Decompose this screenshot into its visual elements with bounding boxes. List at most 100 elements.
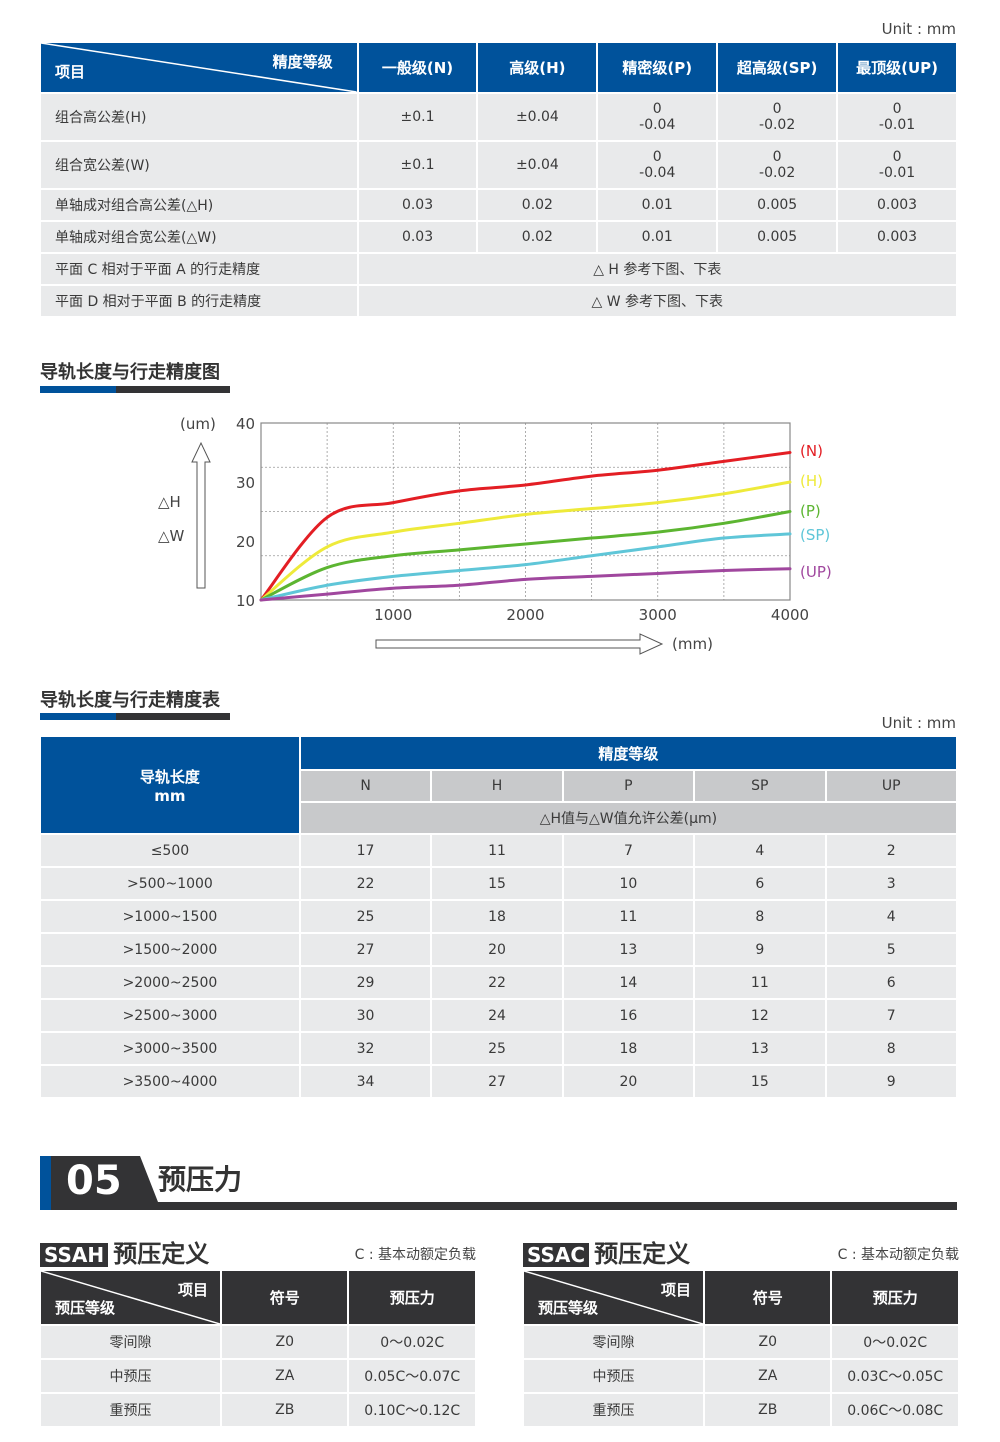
preload-section-header: 05 预压力 xyxy=(40,1156,957,1210)
tolerance-cell: 5 xyxy=(826,934,956,965)
symbol-header: 符号 xyxy=(222,1271,348,1324)
upper-tolerance: 0 xyxy=(652,149,662,165)
y-tick-label: 30 xyxy=(236,474,255,492)
legend-label: (N) xyxy=(800,442,823,460)
tolerance-cell: 15 xyxy=(432,868,562,899)
table-section-title: 导轨长度与行走精度表 xyxy=(40,690,220,711)
table-row: ≤500 17 11 7 4 2 xyxy=(41,835,956,866)
cell-value: 0 -0.02 xyxy=(718,94,837,140)
chart-legend: (N) (H) (P) (SP) (UP) xyxy=(800,442,832,581)
section-number: 05 xyxy=(66,1158,122,1204)
merged-cell: △ W 参考下图、下表 xyxy=(358,286,956,316)
preload-corner-header: 项目 预压等级 xyxy=(41,1271,221,1324)
tolerance-cell: 29 xyxy=(300,967,431,998)
table-row: >2000~2500 29 22 14 11 6 xyxy=(41,967,956,998)
c-note: C : 基本动额定负载 xyxy=(837,1247,959,1263)
symbol-cell: Z0 xyxy=(705,1326,831,1358)
cell-value: 0 -0.01 xyxy=(838,142,956,188)
row-label: 单轴成对组合宽公差(△W) xyxy=(41,222,357,252)
symbol-cell: ZA xyxy=(222,1360,348,1392)
cell-value: 0.02 xyxy=(478,222,597,252)
preload-definition-title: 预压定义 xyxy=(113,1240,210,1268)
symbol-cell: Z0 xyxy=(222,1326,348,1358)
section-underline xyxy=(40,713,230,720)
row-label: 平面 C 相对于平面 A 的行走精度 xyxy=(41,254,357,284)
table-row: >3000~3500 32 25 18 13 8 xyxy=(41,1033,956,1064)
row-label: 单轴成对组合高公差(△H) xyxy=(41,190,357,220)
cell-value: 0.003 xyxy=(838,190,956,220)
rail-length-header: 导轨长度 mm xyxy=(41,737,299,833)
upper-tolerance: 0 xyxy=(892,149,902,165)
lower-tolerance: -0.01 xyxy=(878,165,916,181)
lower-tolerance: -0.04 xyxy=(639,117,676,133)
upper-tolerance: 0 xyxy=(772,149,782,165)
rail-length-cell: ≤500 xyxy=(41,835,299,866)
delta-h-label: △H xyxy=(158,493,181,511)
table-row: >500~1000 22 15 10 6 3 xyxy=(41,868,956,899)
corner-grade-label: 精度等级 xyxy=(272,53,333,71)
grade-cell: 重预压 xyxy=(524,1394,704,1426)
tolerance-cell: 4 xyxy=(826,901,956,932)
cell-value: 0.03 xyxy=(358,222,477,252)
tolerance-cell: 15 xyxy=(695,1066,825,1097)
col-header-sp: 超高级(SP) xyxy=(718,43,837,92)
upper-tolerance: 0 xyxy=(652,101,662,117)
cell-value: 0 -0.01 xyxy=(838,94,956,140)
tolerance-cell: 25 xyxy=(300,901,431,932)
table-row: 零间隙 Z0 0～0.02C xyxy=(41,1326,475,1358)
chart-series xyxy=(259,451,792,602)
tolerance-cell: 12 xyxy=(695,1000,825,1031)
tolerance-cell: 18 xyxy=(563,1033,694,1064)
rail-length-unit: mm xyxy=(154,786,186,805)
grade-up: UP xyxy=(826,771,956,801)
lower-tolerance: -0.02 xyxy=(759,165,796,181)
table-row: 平面 D 相对于平面 B 的行走精度 △ W 参考下图、下表 xyxy=(41,286,956,316)
tolerance-cell: 17 xyxy=(300,835,431,866)
tolerance-cell: 13 xyxy=(563,934,694,965)
upper-tolerance: 0 xyxy=(772,101,782,117)
symbol-cell: ZB xyxy=(705,1394,831,1426)
grade-cell: 重预压 xyxy=(41,1394,221,1426)
tolerance-cell: 9 xyxy=(826,1066,956,1097)
row-label: 组合宽公差(W) xyxy=(41,142,357,188)
merged-cell: △ H 参考下图、下表 xyxy=(358,254,956,284)
table-row: 重预压 ZB 0.06C～0.08C xyxy=(524,1394,958,1426)
tolerance-subheader: △H值与△W值允许公差(μm) xyxy=(300,803,956,833)
x-axis-ticks: 1000 2000 3000 4000 xyxy=(374,606,809,624)
ssah-preload-heading: SSAH 预压定义 C : 基本动额定负载 xyxy=(40,1234,480,1269)
rail-length-cell: >500~1000 xyxy=(41,868,299,899)
series-line xyxy=(259,532,792,602)
diagonal-line-icon xyxy=(41,43,357,92)
tolerance-cell: 22 xyxy=(300,868,431,899)
diagonal-line-icon xyxy=(524,1271,704,1324)
rail-length-cell: >1500~2000 xyxy=(41,934,299,965)
preload-header: 预压力 xyxy=(832,1271,958,1324)
lower-tolerance: -0.02 xyxy=(759,117,796,133)
tolerance-cell: 11 xyxy=(432,835,562,866)
grade-n: N xyxy=(300,771,431,801)
corner-item-label: 项目 xyxy=(55,63,86,81)
section-title: 预压力 xyxy=(158,1163,243,1196)
symbol-cell: ZB xyxy=(222,1394,348,1426)
tolerance-cell: 34 xyxy=(300,1066,431,1097)
cell-value: 0.01 xyxy=(598,190,717,220)
rail-length-cell: >3000~3500 xyxy=(41,1033,299,1064)
table-row: >1500~2000 27 20 13 9 5 xyxy=(41,934,956,965)
delta-w-label: △W xyxy=(158,527,185,545)
tolerance-cell: 11 xyxy=(695,967,825,998)
table-row: >1000~1500 25 18 11 8 4 xyxy=(41,901,956,932)
corner-item-label: 项目 xyxy=(661,1281,692,1299)
series-line xyxy=(259,480,792,602)
legend-label: (P) xyxy=(800,502,821,520)
grade-cell: 中预压 xyxy=(524,1360,704,1392)
table-row: 单轴成对组合宽公差(△W) 0.03 0.02 0.01 0.005 0.003 xyxy=(41,222,956,252)
tolerance-table-corner-header: 精度等级 项目 xyxy=(41,43,357,92)
preload-cell: 0.10C～0.12C xyxy=(349,1394,475,1426)
cell-value: 0 -0.04 xyxy=(598,94,717,140)
tolerance-table: 精度等级 项目 一般级(N) 高级(H) 精密级(P) 超高级(SP) 最顶级(… xyxy=(39,41,958,318)
cell-value: ±0.04 xyxy=(478,142,597,188)
tolerance-cell: 20 xyxy=(563,1066,694,1097)
table-row: 零间隙 Z0 0～0.02C xyxy=(524,1326,958,1358)
grade-sp: SP xyxy=(695,771,825,801)
upper-tolerance: 0 xyxy=(892,101,902,117)
